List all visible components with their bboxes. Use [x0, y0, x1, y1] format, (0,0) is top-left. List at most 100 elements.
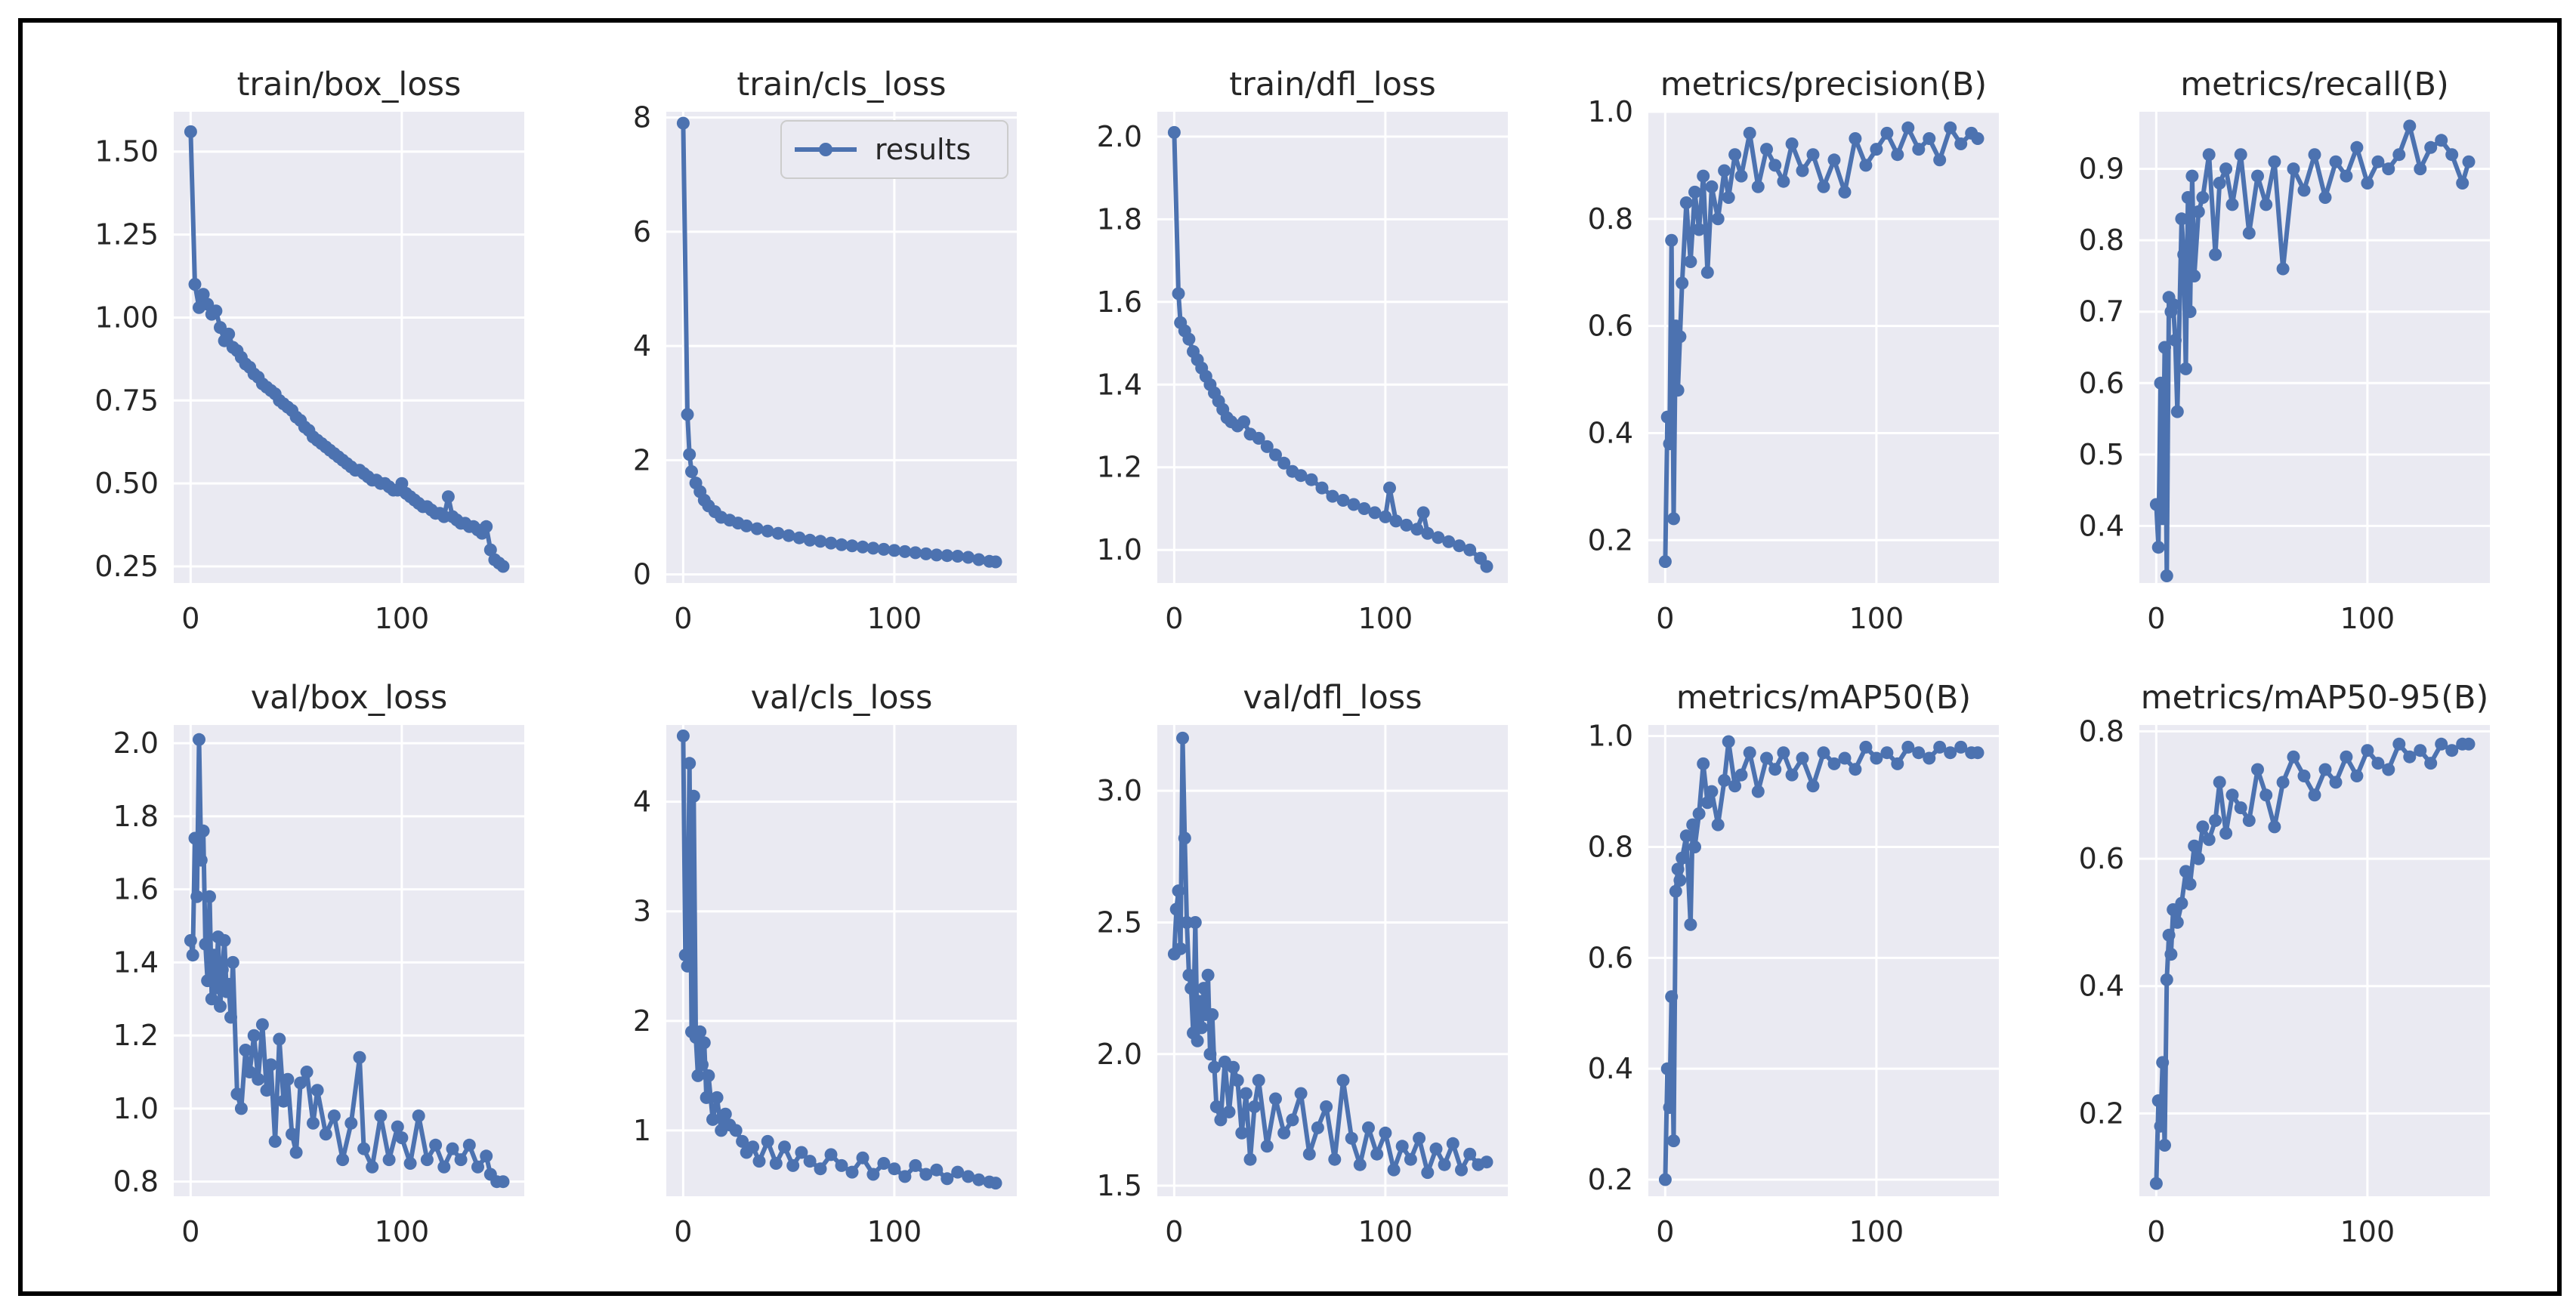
data-point [2268, 820, 2281, 834]
y-tick-label: 0.2 [1588, 523, 1633, 557]
data-point [1201, 968, 1215, 982]
data-point [888, 1162, 901, 1176]
data-point [209, 981, 223, 995]
data-point [1167, 125, 1181, 139]
data-point [1336, 494, 1350, 507]
data-point [814, 535, 827, 548]
data-point [1286, 1113, 1299, 1127]
data-point [1353, 1158, 1367, 1171]
data-point [1796, 164, 1809, 177]
x-tick-label: 100 [375, 1215, 430, 1248]
data-point [2219, 826, 2233, 840]
legend: results [780, 120, 1008, 179]
data-point [1870, 143, 1883, 156]
data-point [260, 1084, 273, 1097]
data-point [1252, 1074, 1265, 1087]
data-point [1684, 918, 1697, 931]
data-point [972, 553, 986, 566]
x-tick-label: 100 [1358, 602, 1413, 635]
data-point [344, 1116, 358, 1130]
data-point [196, 824, 210, 838]
y-tick-label: 1.0 [1097, 533, 1142, 566]
data-point [1370, 1147, 1384, 1161]
data-point [951, 550, 965, 563]
data-point [234, 1102, 248, 1115]
data-point [1859, 159, 1873, 172]
data-point [803, 533, 817, 547]
data-point [778, 1140, 791, 1154]
subplot-8: 0 100 0.2 0.4 0.6 0.8 1.0 metrics/mAP50(B) [1588, 679, 1999, 1248]
data-point [1777, 174, 1790, 188]
x-tick-label: 0 [181, 602, 199, 635]
data-point [336, 1153, 350, 1167]
data-point [2445, 744, 2459, 757]
data-point [496, 1175, 510, 1189]
data-point [2149, 1177, 2163, 1190]
data-point [972, 1173, 986, 1186]
data-point [736, 1134, 749, 1148]
data-point [412, 1109, 425, 1123]
data-point [2213, 177, 2226, 190]
data-point [480, 1149, 493, 1163]
data-point [2156, 1056, 2170, 1069]
data-point [1923, 751, 1936, 765]
data-point [2382, 763, 2395, 776]
data-point [1421, 526, 1435, 540]
x-tick-label: 0 [1656, 1215, 1674, 1248]
data-point [2268, 155, 2281, 168]
data-point [930, 548, 944, 562]
y-tick-label: 4 [633, 785, 651, 819]
data-point [281, 1072, 295, 1086]
y-tick-label: 0.8 [2079, 224, 2124, 257]
data-point [2169, 334, 2182, 347]
data-point [2308, 148, 2321, 162]
data-point [2445, 148, 2459, 162]
data-point [1669, 884, 1682, 898]
data-point [866, 1168, 880, 1181]
data-point [1933, 740, 1947, 754]
data-point [1673, 874, 1687, 887]
y-tick-label: 0.6 [1588, 310, 1633, 343]
y-tick-label: 2 [633, 1004, 651, 1038]
data-point [2259, 788, 2273, 802]
data-point [1442, 535, 1456, 548]
data-point [1658, 1173, 1672, 1186]
data-point [700, 1091, 713, 1104]
data-point [307, 1116, 320, 1130]
data-point [740, 519, 753, 532]
data-point [2234, 801, 2247, 815]
y-tick-label: 1.2 [1097, 451, 1142, 484]
plot-area [174, 112, 524, 583]
data-point [898, 544, 912, 558]
x-tick-label: 0 [674, 1215, 692, 1248]
data-point [1734, 768, 1748, 782]
data-point [2251, 169, 2264, 183]
data-point [1676, 851, 1689, 865]
y-tick-label: 2.0 [1097, 120, 1142, 153]
x-tick-label: 0 [2147, 602, 2165, 635]
data-point [1480, 560, 1493, 573]
y-tick-label: 0.6 [2079, 366, 2124, 399]
data-point [962, 551, 975, 564]
y-tick-label: 3.0 [1097, 774, 1142, 807]
data-point [685, 465, 698, 478]
data-point [1700, 796, 1714, 810]
data-point [761, 1134, 774, 1148]
data-point [718, 1107, 732, 1121]
data-point [1686, 818, 1700, 831]
data-point [247, 1029, 261, 1042]
data-point [2287, 162, 2300, 176]
data-point [2188, 270, 2201, 282]
data-point [771, 526, 785, 540]
data-point [1796, 751, 1809, 765]
data-point [201, 974, 215, 988]
data-point [1777, 746, 1790, 760]
data-point [676, 730, 690, 742]
y-tick-label: 2.5 [1097, 905, 1142, 939]
data-point [1195, 1021, 1209, 1035]
data-point [2191, 852, 2205, 865]
data-point [239, 1044, 252, 1057]
data-point [222, 327, 236, 341]
data-point [1389, 514, 1403, 528]
